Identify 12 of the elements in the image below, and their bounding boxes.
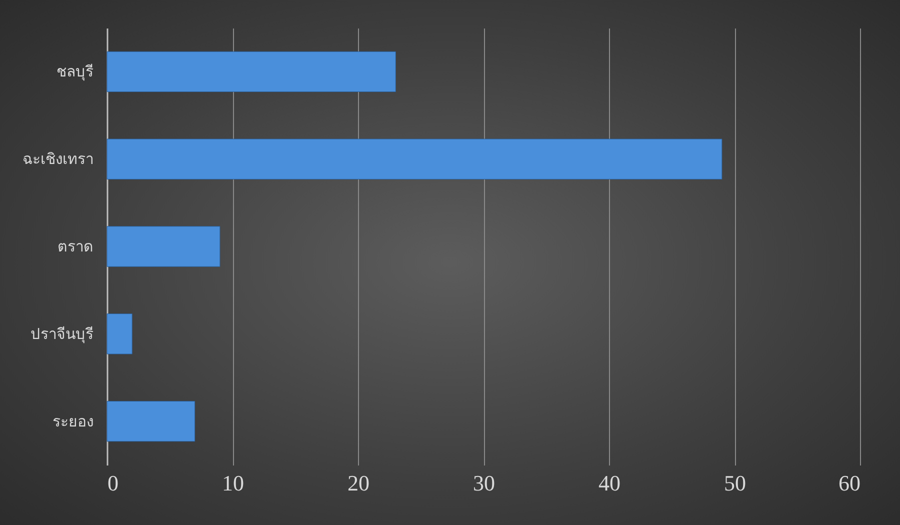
y-tick-label: ฉะเชิงเทรา	[22, 150, 94, 168]
x-tick-label: 50	[724, 470, 746, 496]
y-tick-label: ปราจีนบุรี	[30, 324, 94, 344]
x-tick-label: 40	[598, 470, 620, 496]
y-tick-label: ตราด	[58, 238, 94, 256]
x-tick-label: 30	[473, 470, 495, 496]
x-tick-label: 10	[222, 470, 244, 496]
x-tick-label: 0	[108, 470, 118, 496]
x-tick-label: 20	[348, 470, 370, 496]
x-tick-label: 60	[838, 470, 860, 496]
y-tick-label: ระยอง	[52, 412, 94, 430]
y-tick-label: ชลบุรี	[56, 62, 94, 82]
